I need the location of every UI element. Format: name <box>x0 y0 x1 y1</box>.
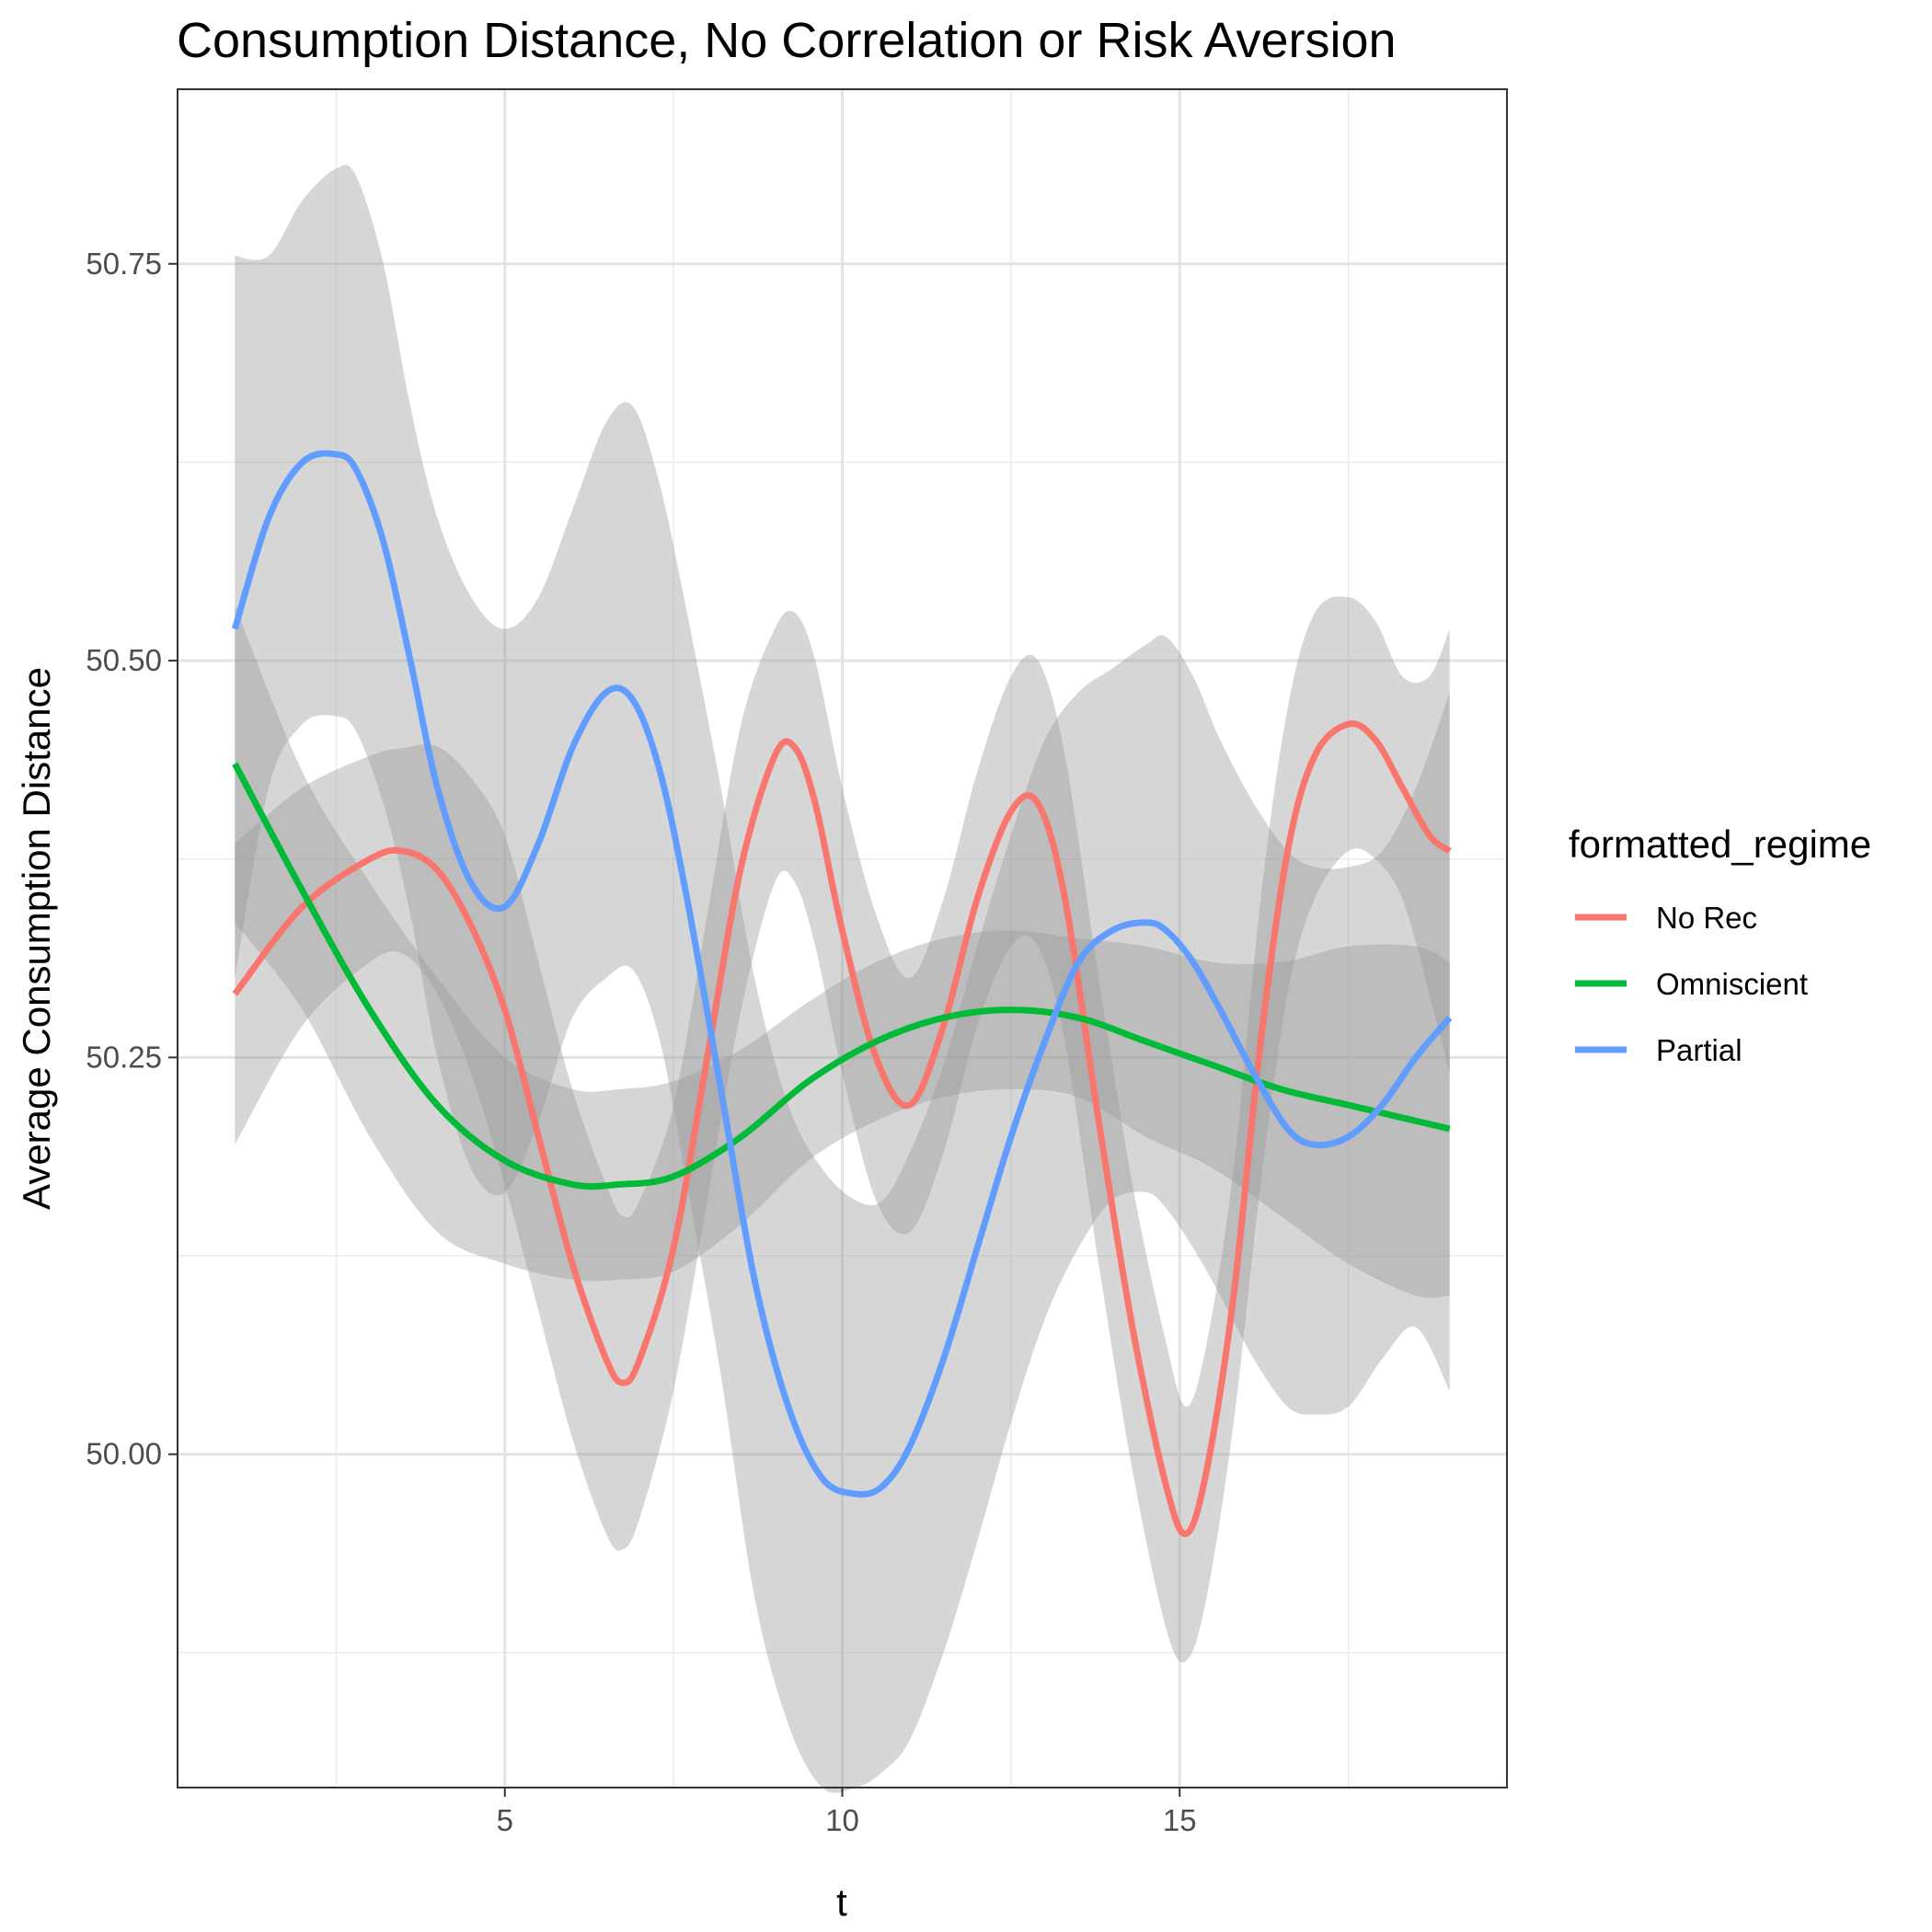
axes: 5 10 15 50.00 50.25 50.50 50.75 <box>86 247 1196 1837</box>
y-tick-label: 50.50 <box>86 643 162 677</box>
legend-title: formatted_regime <box>1569 822 1871 866</box>
legend-label-omniscient: Omniscient <box>1656 967 1808 1001</box>
legend-label-partial: Partial <box>1656 1033 1742 1067</box>
legend-label-no-rec: No Rec <box>1656 901 1757 935</box>
y-tick-label: 50.25 <box>86 1040 162 1074</box>
x-tick-label: 15 <box>1163 1803 1197 1837</box>
series-lines <box>231 450 1453 1537</box>
series-line-partial <box>231 450 1453 1498</box>
y-tick-label: 50.75 <box>86 247 162 281</box>
y-tick-label: 50.00 <box>86 1437 162 1471</box>
y-axis-title: Average Consumption Distance <box>15 667 58 1210</box>
x-tick-label: 5 <box>497 1803 513 1837</box>
x-tick-label: 10 <box>825 1803 859 1837</box>
legend: formatted_regime No Rec Omniscient Parti… <box>1569 822 1871 1067</box>
chart-title: Consumption Distance, No Correlation or … <box>177 13 1397 68</box>
x-axis-title: t <box>836 1880 847 1924</box>
series-line-omniscient <box>232 762 1451 1190</box>
